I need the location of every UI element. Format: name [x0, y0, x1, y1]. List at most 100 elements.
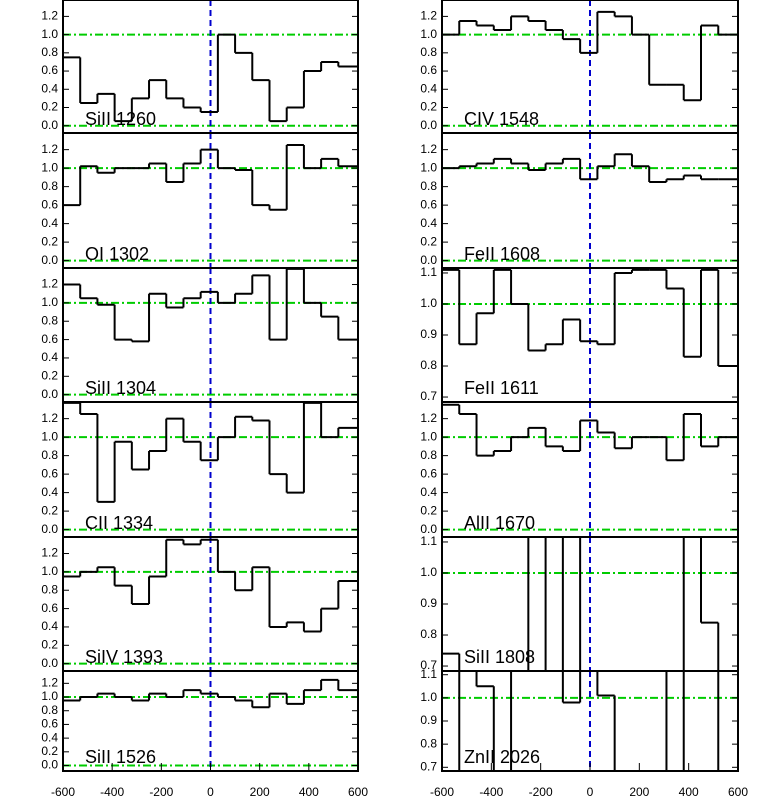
y-tick-label: 1.1	[420, 667, 437, 681]
y-tick-label: 1.0	[41, 564, 58, 578]
y-tick-label: 0.8	[420, 448, 437, 462]
x-tick-label: 400	[299, 785, 319, 799]
y-tick-label: 1.2	[41, 676, 58, 690]
panel	[63, 402, 358, 537]
y-tick-label: 0.2	[41, 234, 58, 248]
panel	[442, 133, 738, 268]
x-tick-label: 400	[679, 785, 699, 799]
y-tick-label: 0.4	[41, 216, 58, 230]
x-tick-label: -600	[430, 785, 454, 799]
y-tick-label: 1.2	[41, 142, 58, 156]
x-tick-label: 200	[629, 785, 649, 799]
panel-label: CIV 1548	[464, 109, 539, 129]
y-tick-label: 0.2	[41, 744, 58, 758]
y-tick-label: 0.4	[41, 350, 58, 364]
y-tick-label: 0.0	[41, 656, 58, 670]
y-tick-label: 0.6	[420, 466, 437, 480]
y-tick-label: 0.4	[41, 730, 58, 744]
y-tick-label: 0.8	[41, 448, 58, 462]
y-tick-label: 0.7	[420, 389, 437, 403]
y-tick-label: 0.0	[420, 253, 437, 267]
y-tick-label: 0.2	[41, 368, 58, 382]
panel-label: SiII 1808	[464, 647, 535, 667]
y-tick-label: 0.0	[41, 118, 58, 132]
y-tick-label: 0.7	[420, 759, 437, 773]
y-tick-label: 0.7	[420, 658, 437, 672]
x-tick-label: 0	[207, 785, 214, 799]
y-tick-label: 0.8	[420, 627, 437, 641]
y-tick-label: 0.4	[420, 216, 437, 230]
y-tick-label: 0.8	[420, 45, 437, 59]
y-tick-label: 0.6	[41, 466, 58, 480]
y-tick-label: 0.6	[41, 197, 58, 211]
y-tick-label: 1.0	[41, 27, 58, 41]
y-tick-label: 0.8	[420, 358, 437, 372]
y-tick-label: 1.1	[420, 534, 437, 548]
y-tick-label: 0.0	[41, 253, 58, 267]
x-tick-label: -200	[149, 785, 173, 799]
y-tick-label: 0.8	[41, 703, 58, 717]
y-tick-label: 0.9	[420, 596, 437, 610]
y-tick-label: 1.0	[420, 27, 437, 41]
panel-label: FeII 1611	[464, 378, 539, 398]
y-tick-label: 0.8	[41, 179, 58, 193]
panel-label: SiIV 1393	[85, 647, 163, 667]
panel-label: ZnII 2026	[464, 747, 540, 767]
y-tick-label: 1.0	[41, 295, 58, 309]
y-tick-label: 0.2	[420, 234, 437, 248]
y-tick-label: 0.2	[41, 637, 58, 651]
x-tick-label: 600	[728, 785, 748, 799]
y-tick-label: 0.6	[41, 717, 58, 731]
panel	[442, 402, 738, 537]
x-tick-label: 600	[348, 785, 368, 799]
y-tick-label: 0.8	[420, 736, 437, 750]
y-tick-label: 0.8	[41, 45, 58, 59]
y-tick-label: 1.2	[41, 277, 58, 291]
y-tick-label: 0.2	[41, 100, 58, 114]
y-tick-label: 0.0	[41, 522, 58, 536]
panel	[442, 0, 738, 133]
y-tick-label: 1.2	[420, 9, 437, 23]
y-tick-label: 0.9	[420, 713, 437, 727]
panel-label: FeII 1608	[464, 244, 540, 264]
y-tick-label: 0.6	[420, 63, 437, 77]
y-tick-label: 0.8	[420, 179, 437, 193]
y-tick-label: 0.6	[41, 601, 58, 615]
y-tick-label: 0.2	[420, 100, 437, 114]
x-tick-label: -600	[51, 785, 75, 799]
y-tick-label: 1.0	[420, 296, 437, 310]
y-tick-label: 0.4	[41, 485, 58, 499]
y-tick-label: 0.8	[41, 582, 58, 596]
panel-label: AlII 1670	[464, 513, 535, 533]
y-tick-label: 0.6	[41, 63, 58, 77]
panel-label: SiII 1304	[85, 378, 156, 398]
y-tick-label: 1.1	[420, 265, 437, 279]
panel-label: SiII 1260	[85, 109, 156, 129]
y-tick-label: 1.0	[420, 160, 437, 174]
y-tick-label: 1.2	[41, 546, 58, 560]
y-tick-label: 1.0	[420, 565, 437, 579]
panel	[63, 0, 358, 133]
panel-label: SiII 1526	[85, 747, 156, 767]
y-tick-label: 0.6	[420, 197, 437, 211]
y-tick-label: 1.0	[420, 429, 437, 443]
y-tick-label: 0.4	[41, 81, 58, 95]
panel	[63, 133, 358, 268]
y-tick-label: 0.2	[420, 503, 437, 517]
x-tick-label: 200	[250, 785, 270, 799]
panel	[442, 537, 738, 671]
y-tick-label: 1.0	[41, 160, 58, 174]
x-tick-label: 0	[587, 785, 594, 799]
y-tick-label: 0.0	[41, 387, 58, 401]
panel	[442, 268, 738, 402]
y-tick-label: 0.6	[41, 332, 58, 346]
y-tick-label: 0.4	[41, 619, 58, 633]
y-tick-label: 0.9	[420, 327, 437, 341]
y-tick-label: 1.2	[41, 9, 58, 23]
panel	[63, 537, 358, 671]
x-tick-label: -400	[479, 785, 503, 799]
panel	[63, 268, 358, 402]
y-tick-label: 0.2	[41, 503, 58, 517]
y-tick-label: 0.0	[420, 118, 437, 132]
